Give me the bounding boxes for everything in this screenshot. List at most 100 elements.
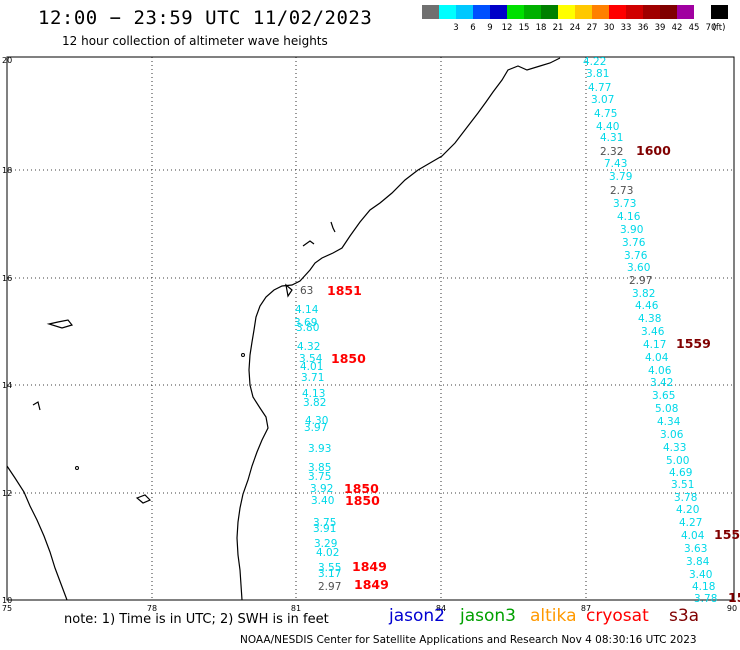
island-small-6: [285, 283, 293, 298]
wave-height-value: 3.07: [591, 94, 614, 106]
color-scale-label: 42: [671, 23, 683, 33]
y-tick-label: 16: [2, 274, 12, 283]
track-time-label: 1849: [352, 559, 387, 574]
color-scale-label: 24: [569, 23, 581, 33]
wave-height-value: 3.54: [299, 353, 323, 365]
wave-height-value: 5.00: [666, 455, 689, 467]
color-scale-label: 27: [586, 23, 598, 33]
wave-height-value: 3.63: [684, 543, 707, 555]
track-time-label: 1851: [327, 283, 362, 298]
color-scale-label: 36: [637, 23, 649, 33]
y-tick-label: 20: [2, 56, 12, 65]
legend-jason3: jason3: [460, 606, 516, 626]
wave-height-value: 4.27: [679, 517, 702, 529]
y-tick-label: 10: [2, 596, 12, 605]
y-tick-label: 18: [2, 166, 12, 175]
credit-line: NOAA/NESDIS Center for Satellite Applica…: [240, 634, 697, 646]
wave-height-value: 4.14: [295, 304, 319, 316]
wave-height-value: 4.31: [600, 132, 623, 144]
wave-height-value: 4.77: [588, 82, 611, 94]
wave-height-value: 3.92: [310, 483, 333, 495]
wave-height-value: 4.18: [692, 581, 715, 593]
island-dot-1: [241, 353, 245, 357]
track-time-label: 15: [728, 590, 740, 605]
legend-cryosat: cryosat: [586, 606, 649, 626]
x-tick-label: 78: [147, 604, 157, 613]
wave-height-value: 4.32: [297, 341, 320, 353]
wave-height-value: 3.79: [609, 171, 632, 183]
color-scale-label: 70: [705, 23, 717, 33]
y-tick-label: 14: [2, 381, 12, 390]
color-scale-label: 6: [470, 23, 476, 33]
color-scale-swatch: [609, 5, 626, 19]
wave-height-value: 4.02: [316, 547, 339, 559]
wave-height-value: 4.13: [302, 388, 325, 400]
color-scale-swatch: [694, 5, 711, 19]
wave-height-value: 4.04: [681, 530, 705, 542]
track-time-labels: 1600155915515185118501850185018491849: [327, 143, 740, 605]
wave-height-value: 3.06: [660, 429, 684, 441]
color-scale-label: 21: [552, 23, 564, 33]
color-scale-label: 30: [603, 23, 615, 33]
wave-height-value: 7.43: [604, 158, 627, 170]
color-scale-swatch: [541, 5, 558, 19]
color-scale-swatch: [711, 5, 728, 19]
wave-height-value: 3.90: [620, 224, 643, 236]
color-scale-swatch: [490, 5, 507, 19]
color-scale-swatch: [456, 5, 473, 19]
island-dot-2: [75, 466, 79, 470]
wave-height-value: 3.51: [671, 479, 694, 491]
wave-height-value: 3.76: [624, 250, 648, 262]
page-subtitle: 12 hour collection of altimeter wave hei…: [62, 34, 328, 48]
wave-height-value: 5.08: [655, 403, 678, 415]
island-small-3: [46, 319, 74, 329]
wave-height-value: 2.32: [600, 146, 623, 158]
wave-height-value: 4.01: [300, 361, 323, 373]
legend-s3a: s3a: [669, 606, 700, 626]
color-scale-swatch: [524, 5, 541, 19]
color-scale-swatch: [439, 5, 456, 19]
legend-jason2: jason2: [389, 606, 445, 626]
wave-height-value: 3.29: [314, 538, 337, 550]
wave-height-value: 3.78: [694, 593, 717, 605]
wave-height-value: 4.04: [645, 352, 669, 364]
wave-height-value: 2.97: [318, 581, 341, 593]
coastline-mainland: [236, 57, 561, 601]
wave-height-value: 3.40: [311, 495, 334, 507]
color-scale-swatch: [422, 5, 439, 19]
wave-height-value: 3.85: [308, 462, 331, 474]
track-time-label: 1559: [676, 336, 711, 351]
wave-height-value: 3.81: [586, 68, 609, 80]
wave-height-value: 4.40: [596, 121, 619, 133]
color-scale-swatch: [643, 5, 660, 19]
color-scale-label: 33: [620, 23, 632, 33]
wave-height-value: 3.71: [301, 372, 324, 384]
wave-height-value: 3.76: [622, 237, 646, 249]
legend-altika: altika: [530, 606, 577, 626]
wave-height-value: 4.30: [305, 415, 328, 427]
track-time-label: 1600: [636, 143, 671, 158]
wave-height-value: 3.55: [318, 562, 341, 574]
wave-height-value: 4.38: [638, 313, 661, 325]
color-scale-swatch: [473, 5, 490, 19]
west-satellite-track: 63 4.143.693.80 4.323.544.013.71 4.133.82 4.…: [294, 285, 341, 593]
color-scale-label: 45: [688, 23, 700, 33]
coastline-west: [6, 465, 68, 601]
y-tick-label: 12: [2, 489, 12, 498]
island-small-5: [135, 494, 152, 504]
x-tick-label: 87: [581, 604, 591, 613]
wave-height-value: 3.46: [641, 326, 665, 338]
wave-height-value: 2.73: [610, 185, 633, 197]
east-satellite-track: 4.223.81 4.773.07 4.754.404.31 2.327.433.79…: [583, 56, 717, 605]
wave-height-value: 3.40: [689, 569, 712, 581]
track-time-label: 1850: [344, 481, 379, 496]
wave-height-value: 4.69: [669, 467, 692, 479]
wave-height-value: 3.73: [613, 198, 636, 210]
track-time-label: 1850: [331, 351, 366, 366]
x-tick-label: 81: [291, 604, 301, 613]
wave-height-value: 4.75: [594, 108, 617, 120]
wave-height-value: 3.80: [296, 322, 319, 334]
color-scale-swatch: [660, 5, 677, 19]
wave-height-value: 3.75: [313, 517, 336, 529]
